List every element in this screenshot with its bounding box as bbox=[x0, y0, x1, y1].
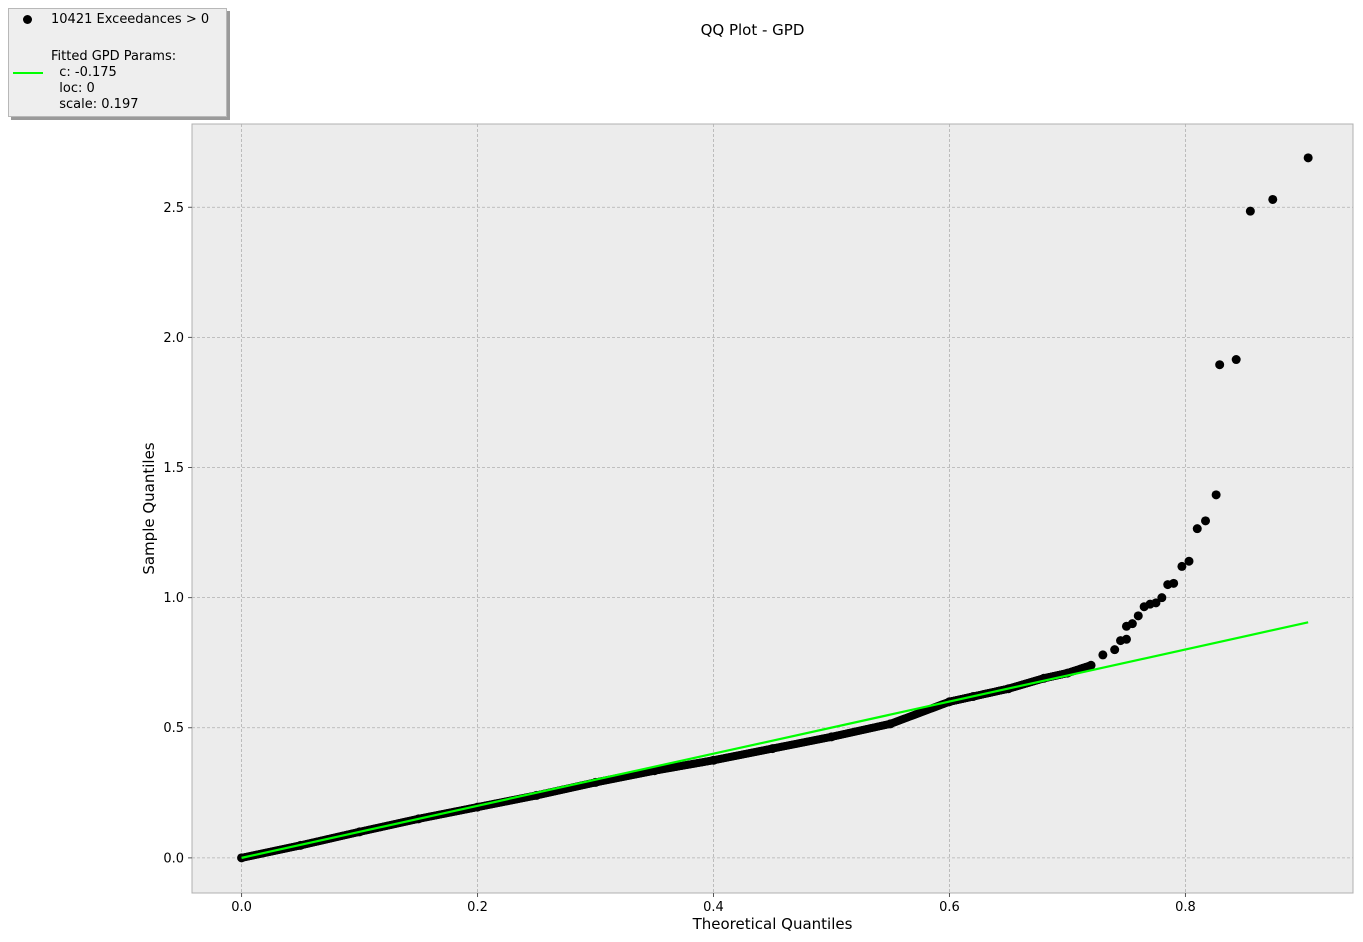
scatter-point bbox=[885, 719, 895, 729]
legend-scatter-marker bbox=[23, 15, 32, 24]
legend-line-marker bbox=[13, 72, 43, 74]
scatter-point bbox=[1268, 194, 1278, 204]
data-marks bbox=[237, 153, 1313, 863]
scatter-point bbox=[1184, 556, 1194, 566]
scatter-point bbox=[1127, 619, 1137, 629]
y-tick-label: 2.5 bbox=[163, 201, 184, 216]
scatter-point bbox=[1303, 153, 1313, 163]
scatter-point bbox=[1133, 611, 1143, 621]
y-tick-label: 1.5 bbox=[163, 461, 184, 476]
tick-labels: 0.0 0.2 0.4 0.6 0.8 0.0 0.5 1.0 1.5 2.0 2.5 bbox=[163, 201, 1195, 915]
scatter-point bbox=[826, 732, 836, 742]
y-tick-label: 0.0 bbox=[163, 851, 184, 866]
scatter-point bbox=[1177, 561, 1187, 571]
scatter-point bbox=[1215, 360, 1225, 370]
x-tick-label: 0.8 bbox=[1175, 900, 1196, 915]
x-tick-label: 0.4 bbox=[703, 900, 724, 915]
scatter-point bbox=[1192, 524, 1202, 534]
y-tick-label: 1.0 bbox=[163, 591, 184, 606]
axes-background bbox=[191, 123, 1354, 894]
scatter-point bbox=[1211, 490, 1221, 500]
x-tick-label: 0.6 bbox=[939, 900, 960, 915]
scatter-point bbox=[1151, 598, 1161, 608]
legend-line-label: Fitted GPD Params: c: -0.175 loc: 0 scal… bbox=[51, 49, 177, 112]
legend-scatter-label: 10421 Exceedances > 0 bbox=[51, 12, 210, 27]
scatter-point bbox=[1110, 645, 1120, 655]
scatter-point bbox=[1086, 660, 1096, 670]
scatter-point bbox=[1157, 593, 1167, 603]
scatter-point bbox=[709, 755, 719, 765]
scatter-point bbox=[1245, 206, 1255, 216]
x-tick-label: 0.0 bbox=[231, 900, 252, 915]
scatter-point bbox=[1121, 634, 1131, 644]
x-axis-label: Theoretical Quantiles bbox=[692, 915, 853, 933]
x-tick-label: 0.2 bbox=[467, 900, 488, 915]
scatter-point bbox=[1169, 578, 1179, 588]
y-tick-label: 2.0 bbox=[163, 331, 184, 346]
y-axis-label: Sample Quantiles bbox=[140, 442, 158, 574]
y-tick-label: 0.5 bbox=[163, 721, 184, 736]
scatter-point bbox=[1201, 516, 1211, 526]
scatter-point bbox=[1231, 355, 1241, 365]
scatter-point bbox=[1098, 650, 1108, 660]
scatter-point bbox=[768, 744, 777, 754]
grid-lines bbox=[192, 124, 1353, 893]
fitted-gpd-line bbox=[241, 621, 1309, 859]
chart-title: QQ Plot - GPD bbox=[701, 21, 805, 39]
legend: 10421 Exceedances > 0 Fitted GPD Params:… bbox=[8, 8, 227, 117]
scatter-point bbox=[650, 766, 660, 776]
